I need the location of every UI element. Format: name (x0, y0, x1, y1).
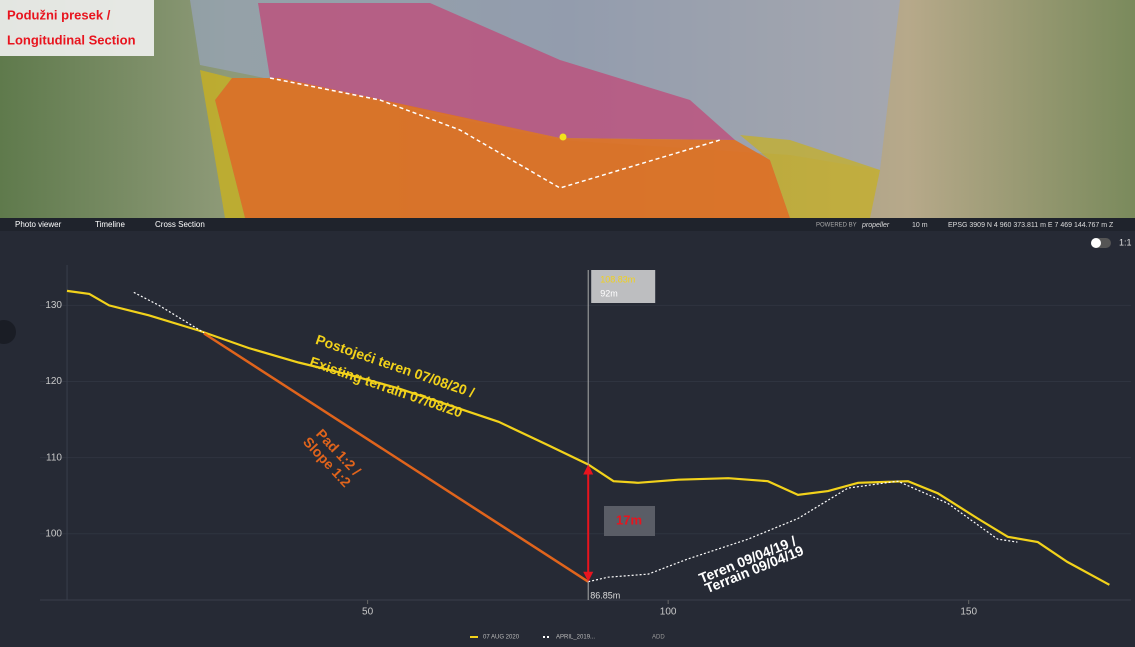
cursor-bottom-label: 86.85m (590, 590, 620, 600)
series-line (66, 289, 1110, 586)
series-line (133, 291, 1018, 583)
cursor-label: 92m (600, 288, 618, 298)
title-box (0, 0, 154, 56)
title: Podužni presek / (7, 7, 111, 22)
map-zone (740, 135, 880, 218)
toggle-knob[interactable] (1091, 238, 1101, 248)
title: Longitudinal Section (7, 32, 136, 47)
y-tick-label: 100 (45, 528, 62, 539)
map-zone (258, 3, 735, 140)
brand: propeller (861, 222, 890, 229)
tab[interactable]: Photo viewer (15, 220, 62, 229)
cursor-label: 108.83m (600, 274, 635, 284)
y-tick-label: 130 (45, 300, 62, 311)
difference-box (604, 506, 655, 536)
x-tick-label: 50 (362, 607, 374, 618)
tab[interactable]: Timeline (95, 220, 125, 229)
map-zone (215, 78, 790, 218)
y-tick-label: 120 (45, 376, 62, 387)
y-tick-label: 110 (46, 452, 62, 463)
scale: 10 m (912, 222, 928, 229)
map-zone (200, 70, 245, 218)
toolbar (0, 218, 1135, 231)
cursor-box (591, 270, 656, 303)
powered: POWERED BY (816, 223, 857, 229)
arrow-head (583, 464, 594, 475)
section-line (269, 77, 721, 189)
legend-entry: 07 AUG 2020 (483, 635, 520, 641)
tab[interactable]: Cross Section (155, 220, 205, 229)
legend-add[interactable]: ADD (652, 635, 665, 641)
x-tick-label: 150 (960, 607, 977, 618)
legend-entry: APRIL_2019... (556, 635, 595, 641)
arrow-head (583, 571, 594, 582)
difference-label: 17m (616, 512, 642, 527)
coords: EPSG 3909 N 4 960 373.811 m E 7 469 144.… (948, 222, 1114, 229)
x-tick-label: 100 (660, 607, 677, 618)
slope-line (203, 332, 589, 583)
toggle-label: 1:1 (1119, 237, 1132, 247)
collapse-button[interactable] (0, 320, 16, 344)
cursor-dot (559, 133, 567, 141)
